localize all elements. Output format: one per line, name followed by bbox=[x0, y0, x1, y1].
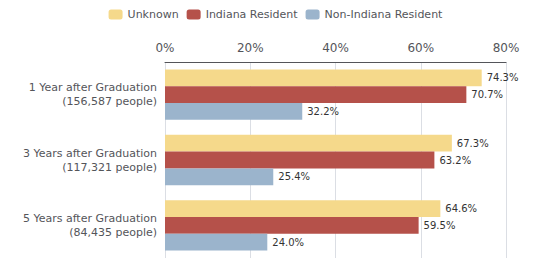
svg-text:(84,435 people): (84,435 people) bbox=[69, 226, 157, 239]
svg-text:5 Years after Graduation: 5 Years after Graduation bbox=[23, 212, 157, 225]
svg-text:60%: 60% bbox=[407, 41, 434, 55]
svg-text:Non-Indiana Resident: Non-Indiana Resident bbox=[325, 8, 444, 21]
svg-text:(156,587 people): (156,587 people) bbox=[62, 95, 157, 108]
svg-text:32.2%: 32.2% bbox=[307, 106, 339, 117]
svg-text:74.3%: 74.3% bbox=[487, 72, 519, 83]
svg-text:20%: 20% bbox=[237, 41, 264, 55]
svg-text:0%: 0% bbox=[155, 41, 174, 55]
svg-text:3 Years after Graduation: 3 Years after Graduation bbox=[23, 147, 157, 160]
svg-text:25.4%: 25.4% bbox=[278, 171, 310, 182]
svg-text:80%: 80% bbox=[493, 41, 520, 55]
svg-text:1 Year after Graduation: 1 Year after Graduation bbox=[29, 81, 157, 94]
svg-text:40%: 40% bbox=[322, 41, 349, 55]
svg-text:24.0%: 24.0% bbox=[272, 237, 304, 248]
svg-text:(117,321 people): (117,321 people) bbox=[62, 161, 157, 174]
svg-text:59.5%: 59.5% bbox=[424, 220, 456, 231]
svg-text:67.3%: 67.3% bbox=[457, 138, 489, 149]
svg-text:Indiana Resident: Indiana Resident bbox=[206, 8, 299, 21]
svg-text:64.6%: 64.6% bbox=[445, 203, 477, 214]
svg-text:70.7%: 70.7% bbox=[471, 89, 503, 100]
svg-text:63.2%: 63.2% bbox=[439, 155, 471, 166]
svg-text:Unknown: Unknown bbox=[128, 8, 179, 21]
